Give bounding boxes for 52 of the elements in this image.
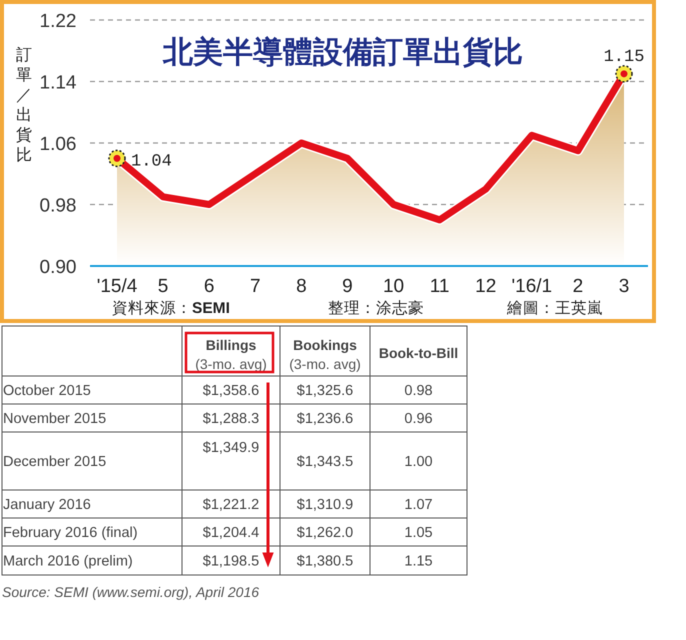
y-tick-label: 1.06 bbox=[40, 134, 76, 155]
data-label: $1,204.4 bbox=[202, 525, 260, 541]
category-label: February 2016 (final) bbox=[3, 525, 138, 541]
data-label: $1,198.5 bbox=[202, 554, 260, 570]
text: Bookings (3-mo. avg) bbox=[289, 337, 361, 372]
x-tick-label: 11 bbox=[430, 276, 450, 297]
y-tick-label: 1.14 bbox=[40, 72, 77, 94]
data-label: 1.05 bbox=[404, 525, 433, 541]
source-note: Source: SEMI (www.semi.org), April 2016 bbox=[2, 584, 260, 600]
text: 繪圖：王英嵐 bbox=[506, 299, 603, 317]
text: Book-to-Bill bbox=[378, 345, 458, 361]
x-tick-label: 10 bbox=[382, 276, 404, 297]
data-label: $1,343.5 bbox=[296, 454, 354, 470]
x-tick-label: 12 bbox=[475, 276, 496, 297]
y-tick-label: 0.98 bbox=[40, 196, 76, 216]
data-label: $1,358.6 bbox=[202, 383, 260, 399]
data-label: $1,349.9 bbox=[202, 440, 260, 456]
category-label: December 2015 bbox=[3, 454, 106, 470]
data-label: 1.15 bbox=[404, 554, 433, 570]
data-label: $1,236.6 bbox=[296, 411, 354, 427]
category-label: January 2016 bbox=[3, 497, 91, 513]
data-label: $1,325.6 bbox=[296, 383, 354, 399]
x-tick-label: 6 bbox=[204, 276, 214, 297]
data-label: $1,310.9 bbox=[296, 497, 354, 513]
category-label: November 2015 bbox=[3, 411, 106, 427]
text: Billings (3-mo. avg) bbox=[195, 337, 267, 372]
data-label: $1,380.5 bbox=[296, 554, 354, 570]
data-label: $1,288.3 bbox=[202, 411, 260, 427]
x-tick-label: '16/1 bbox=[512, 276, 552, 297]
data-label: 0.98 bbox=[404, 383, 433, 399]
category-label: October 2015 bbox=[3, 383, 91, 399]
data-label: $1,221.2 bbox=[202, 497, 260, 513]
x-tick-label: 3 bbox=[618, 276, 630, 297]
x-tick-label: 7 bbox=[250, 276, 261, 297]
x-tick-label: 8 bbox=[296, 276, 307, 297]
y-tick-label: 1.22 bbox=[40, 11, 76, 32]
data-label: 1.07 bbox=[404, 497, 433, 513]
category-label: March 2016 (prelim) bbox=[3, 554, 133, 570]
source-note: 資料來源：SEMI bbox=[112, 299, 230, 317]
x-tick-label: 2 bbox=[572, 276, 584, 297]
x-tick-label: 5 bbox=[158, 276, 168, 297]
data-label: 1.00 bbox=[404, 454, 433, 470]
x-tick-label: 9 bbox=[342, 276, 353, 297]
x-tick-label: '15/4 bbox=[96, 276, 138, 297]
data-label: 0.96 bbox=[404, 411, 433, 427]
y-tick-label: 0.90 bbox=[40, 257, 76, 278]
data-label: $1,262.0 bbox=[296, 525, 354, 541]
text: 整理：涂志豪 bbox=[328, 299, 424, 317]
text: 北美半導體設備訂單出貨比 bbox=[162, 35, 523, 69]
data-label: 1.04 bbox=[131, 152, 172, 172]
y-axis-title: 訂單／出貨比 bbox=[16, 46, 32, 164]
data-label: 1.15 bbox=[604, 48, 644, 67]
